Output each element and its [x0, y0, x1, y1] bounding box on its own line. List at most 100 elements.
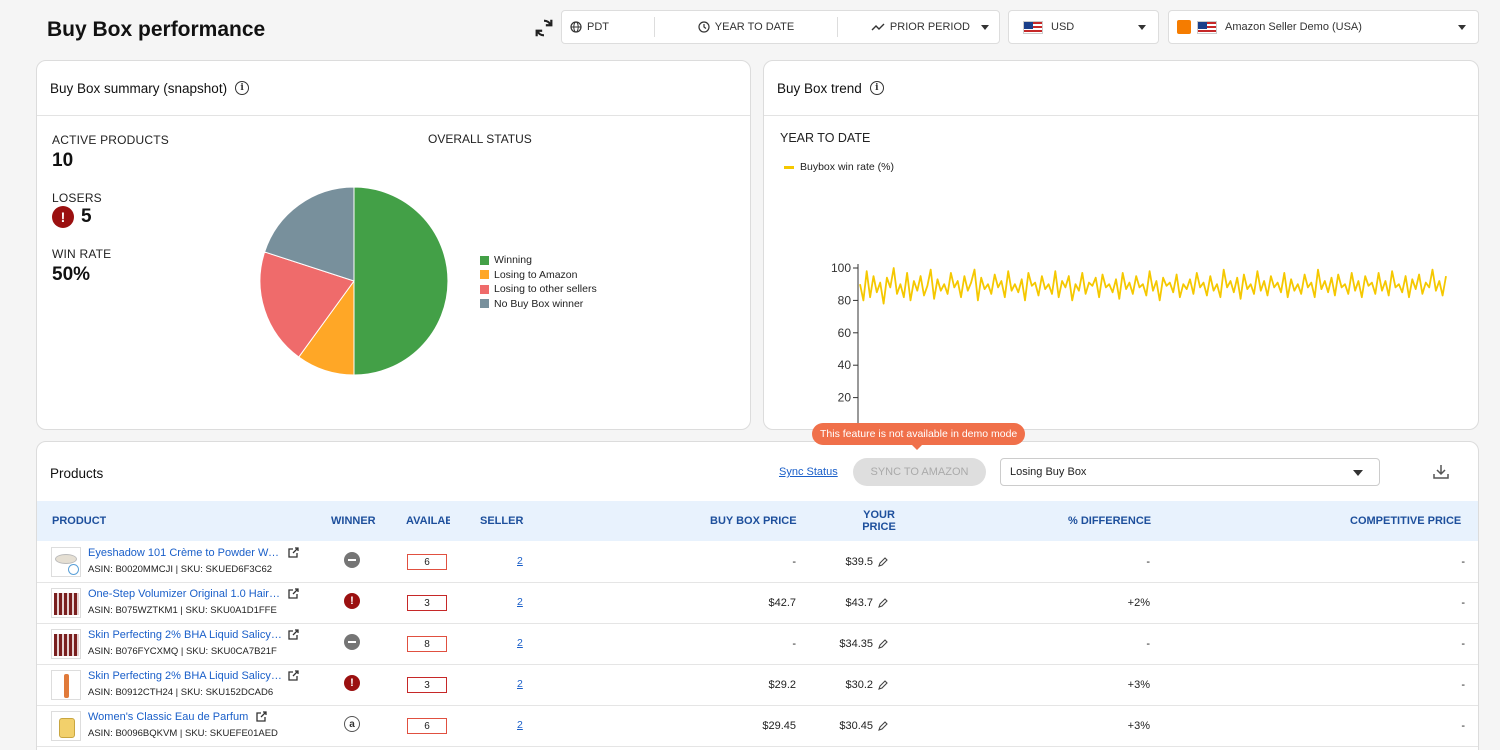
external-link-icon[interactable] — [255, 710, 268, 723]
divider — [654, 17, 655, 37]
your-price-cell[interactable]: $39.5 — [845, 542, 888, 582]
col-your-price[interactable]: YOUR PRICE — [862, 509, 896, 533]
pie-slice-losing-to-other-sellers[interactable] — [259, 251, 355, 358]
chevron-down-icon — [1458, 24, 1466, 30]
no-winner-icon — [344, 552, 360, 568]
col-competitive-price[interactable]: COMPETITIVE PRICE — [1350, 515, 1462, 527]
summary-card: Buy Box summary (snapshot) i ACTIVE PROD… — [36, 60, 751, 430]
info-icon[interactable]: i — [869, 81, 884, 95]
sellers-link[interactable]: 2 — [517, 719, 523, 731]
date-filter-bar: PDT YEAR TO DATE PRIOR PERIOD — [561, 10, 1000, 44]
win-rate-label: WIN RATE — [52, 247, 112, 261]
product-name-link[interactable]: Women's Classic Eau de Parfum — [88, 711, 249, 723]
your-price-cell[interactable]: $30.2 — [845, 665, 888, 705]
product-asin-sku: ASIN: B075WZTKM1 | SKU: SKU0A1D1FFE — [88, 605, 277, 616]
currency-selector[interactable]: USD — [1008, 10, 1159, 44]
percent-difference: +3% — [1127, 720, 1150, 732]
divider — [837, 17, 838, 37]
buybox-price: $29.45 — [762, 720, 796, 732]
losers-value-row: ! 5 — [52, 206, 92, 228]
legend-label: Winning — [494, 254, 532, 266]
us-flag-icon — [1197, 20, 1217, 34]
products-title: Products — [50, 466, 104, 481]
percent-difference: +3% — [1127, 679, 1150, 691]
sellers-link[interactable]: 2 — [517, 637, 523, 649]
external-link-icon[interactable] — [287, 628, 300, 641]
col-product[interactable]: PRODUCT — [52, 515, 107, 527]
store-label: Amazon Seller Demo (USA) — [1225, 21, 1362, 33]
date-range-label: YEAR TO DATE — [714, 21, 795, 33]
y-tick-label: 100 — [831, 261, 851, 275]
comparison-label: PRIOR PERIOD — [889, 21, 970, 33]
page-title: Buy Box performance — [47, 18, 266, 41]
product-asin-sku: ASIN: B0020MMCJI | SKU: SKUED6F3C62 — [88, 564, 273, 575]
y-tick-label: 60 — [838, 326, 852, 340]
pencil-icon[interactable] — [878, 598, 888, 608]
sellers-link[interactable]: 2 — [517, 678, 523, 690]
col-difference[interactable]: % DIFFERENCE — [1068, 515, 1152, 527]
percent-difference: - — [1146, 556, 1150, 568]
store-selector[interactable]: Amazon Seller Demo (USA) — [1168, 10, 1479, 44]
product-name-link[interactable]: Eyeshadow 101 Crème to Powder Waterproof… — [88, 547, 283, 559]
sellers-link[interactable]: 2 — [517, 596, 523, 608]
refresh-icon[interactable] — [533, 17, 555, 39]
pencil-icon[interactable] — [878, 721, 888, 731]
info-icon[interactable]: i — [235, 81, 250, 95]
competitive-price: - — [1461, 638, 1465, 650]
your-price-cell[interactable]: $34.35 — [839, 624, 888, 664]
competitive-price: - — [1461, 679, 1465, 691]
comparison-selector[interactable]: PRIOR PERIOD — [838, 11, 999, 43]
pencil-icon[interactable] — [878, 680, 888, 690]
buybox-price: $42.7 — [768, 597, 796, 609]
product-name-link[interactable]: Skin Perfecting 2% BHA Liquid Salicylic … — [88, 629, 283, 641]
trend-subtitle: YEAR TO DATE — [780, 131, 871, 145]
product-filter-value: Losing Buy Box — [1010, 466, 1087, 478]
pencil-icon[interactable] — [878, 557, 888, 567]
external-link-icon[interactable] — [287, 546, 300, 559]
table-row: One-Step Volumizer Original 1.0 Hair Dry… — [37, 583, 1478, 624]
pie-slice-winning[interactable] — [353, 186, 449, 376]
col-winner[interactable]: WINNER — [331, 515, 376, 527]
product-name-link[interactable]: One-Step Volumizer Original 1.0 Hair Dry… — [88, 588, 283, 600]
download-icon[interactable] — [1431, 462, 1451, 482]
buybox-price: - — [792, 556, 796, 568]
demo-mode-tooltip: This feature is not available in demo mo… — [812, 423, 1026, 450]
col-available[interactable]: AVAILABLE — [406, 515, 450, 527]
your-price: $34.35 — [839, 638, 873, 650]
competitive-price: - — [1461, 556, 1465, 568]
product-asin-sku: ASIN: B076FYCXMQ | SKU: SKU0CA7B21F — [88, 646, 277, 657]
series-line-buybox-win-rate — [859, 267, 1447, 305]
pencil-icon[interactable] — [878, 639, 888, 649]
your-price-cell[interactable]: $30.45 — [839, 706, 888, 746]
legend-item-losing-amazon: Losing to Amazon — [480, 268, 597, 283]
competitive-price: - — [1461, 720, 1465, 732]
no-winner-icon — [344, 634, 360, 650]
timezone-selector[interactable]: PDT — [562, 11, 654, 43]
trend-card: Buy Box trend i YEAR TO DATE Buybox win … — [763, 60, 1479, 430]
date-range-selector[interactable]: YEAR TO DATE — [655, 11, 837, 43]
external-link-icon[interactable] — [287, 587, 300, 600]
product-thumbnail — [51, 547, 81, 577]
buybox-price: $29.2 — [768, 679, 796, 691]
y-tick-label: 20 — [838, 391, 852, 405]
sync-to-amazon-button[interactable]: SYNC TO AMAZON — [853, 458, 986, 486]
col-buybox-price[interactable]: BUY BOX PRICE — [710, 515, 797, 527]
legend-item-losing-sellers: Losing to other sellers — [480, 282, 597, 297]
product-filter-select[interactable]: Losing Buy Box — [1000, 458, 1380, 486]
col-sellers[interactable]: SELLERS — [480, 515, 524, 527]
sellers-link[interactable]: 2 — [517, 555, 523, 567]
percent-difference: +2% — [1127, 597, 1150, 609]
legend-swatch — [480, 299, 489, 309]
currency-label: USD — [1051, 21, 1075, 33]
available-count: 6 — [407, 554, 447, 570]
your-price-cell[interactable]: $43.7 — [845, 583, 888, 623]
product-name-link[interactable]: Skin Perfecting 2% BHA Liquid Salicylic … — [88, 670, 283, 682]
legend-label: Buybox win rate (%) — [800, 161, 894, 173]
alert-icon: ! — [52, 206, 74, 228]
product-thumbnail — [51, 629, 81, 659]
sync-status-link[interactable]: Sync Status — [779, 466, 838, 478]
table-row: Skin Perfecting 2% BHA Liquid Salicylic … — [37, 665, 1478, 706]
amazon-winner-icon: a — [344, 716, 360, 732]
pie-slice-no-buy-box-winner[interactable] — [263, 186, 355, 282]
external-link-icon[interactable] — [287, 669, 300, 682]
